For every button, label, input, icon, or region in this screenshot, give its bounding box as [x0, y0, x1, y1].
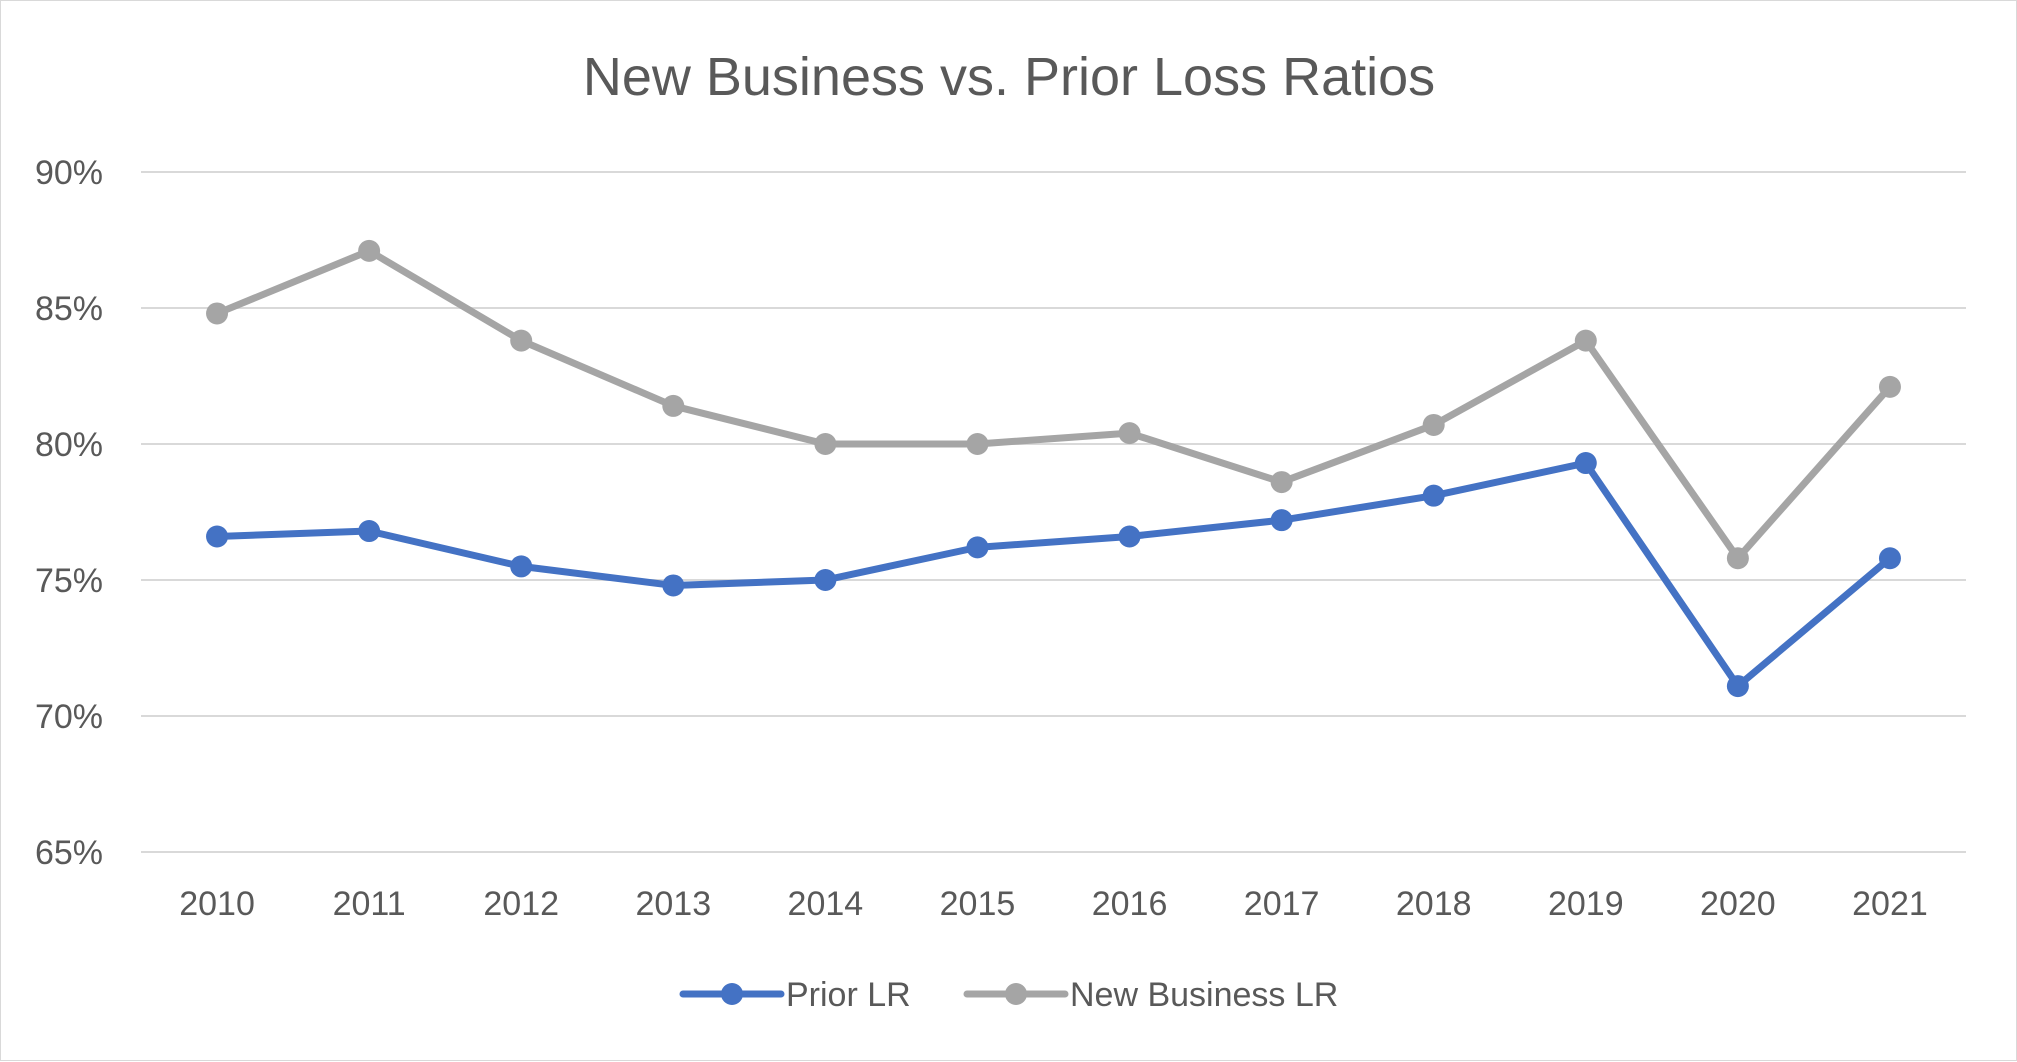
data-point — [1118, 422, 1141, 445]
x-tick-label: 2015 — [940, 885, 1016, 923]
data-point — [358, 239, 381, 262]
y-tick-label: 90% — [35, 154, 103, 192]
x-tick-label: 2014 — [788, 885, 864, 923]
legend: Prior LR New Business LR — [679, 976, 1338, 1014]
gridlines — [141, 171, 1966, 853]
legend-label: New Business LR — [1070, 976, 1338, 1014]
x-tick-label: 2021 — [1852, 885, 1928, 923]
data-point — [510, 555, 533, 578]
data-point — [1574, 329, 1597, 352]
x-tick-label: 2010 — [179, 885, 255, 923]
legend-swatch-marker — [721, 983, 743, 1005]
x-tick-label: 2011 — [333, 885, 406, 923]
y-tick-label: 75% — [35, 562, 103, 600]
data-point — [1878, 547, 1901, 570]
legend-swatch-marker — [1005, 983, 1027, 1005]
data-point — [966, 433, 989, 455]
x-tick-label: 2013 — [635, 885, 711, 923]
data-point — [662, 574, 685, 597]
data-point — [966, 536, 989, 559]
x-tick-label: 2012 — [483, 885, 559, 923]
data-point — [358, 520, 381, 543]
y-tick-label: 85% — [35, 290, 103, 328]
series-lines — [206, 239, 1901, 698]
y-tick-label: 80% — [35, 426, 103, 464]
data-point — [510, 329, 533, 352]
data-point — [206, 302, 229, 325]
data-point — [1574, 452, 1597, 475]
legend-entry: New Business LR — [963, 976, 1338, 1014]
data-point — [814, 569, 837, 591]
x-tick-label: 2016 — [1092, 885, 1168, 923]
legend-label: Prior LR — [786, 976, 911, 1014]
x-tick-label: 2018 — [1396, 885, 1472, 923]
x-tick-label: 2019 — [1548, 885, 1624, 923]
chart-title: New Business vs. Prior Loss Ratios — [583, 47, 1435, 107]
y-tick-label: 70% — [35, 698, 103, 736]
x-tick-label: 2017 — [1244, 885, 1320, 923]
data-point — [1726, 675, 1749, 698]
data-point — [1270, 471, 1293, 494]
x-axis-ticks: 2010 2011 2012 2013 2014 2015 2016 2017 2018 2019… — [179, 885, 1928, 923]
data-point — [1878, 375, 1901, 398]
data-point — [1118, 525, 1141, 548]
data-point — [1422, 484, 1445, 507]
series-prior-lr — [206, 452, 1901, 698]
data-point — [1422, 413, 1445, 436]
y-tick-label: 65% — [35, 834, 103, 872]
x-tick-label: 2020 — [1700, 885, 1776, 923]
series-line — [213, 459, 1894, 690]
series-new-business-lr — [206, 239, 1901, 570]
data-point — [206, 525, 229, 548]
series-line — [213, 247, 1894, 562]
data-point — [1726, 547, 1749, 570]
data-point — [662, 394, 685, 417]
data-point — [1270, 509, 1293, 532]
legend-entry: Prior LR — [679, 976, 911, 1014]
y-axis-ticks: 65% 70% 75% 80% 85% 90% — [35, 154, 103, 872]
data-point — [814, 433, 837, 455]
